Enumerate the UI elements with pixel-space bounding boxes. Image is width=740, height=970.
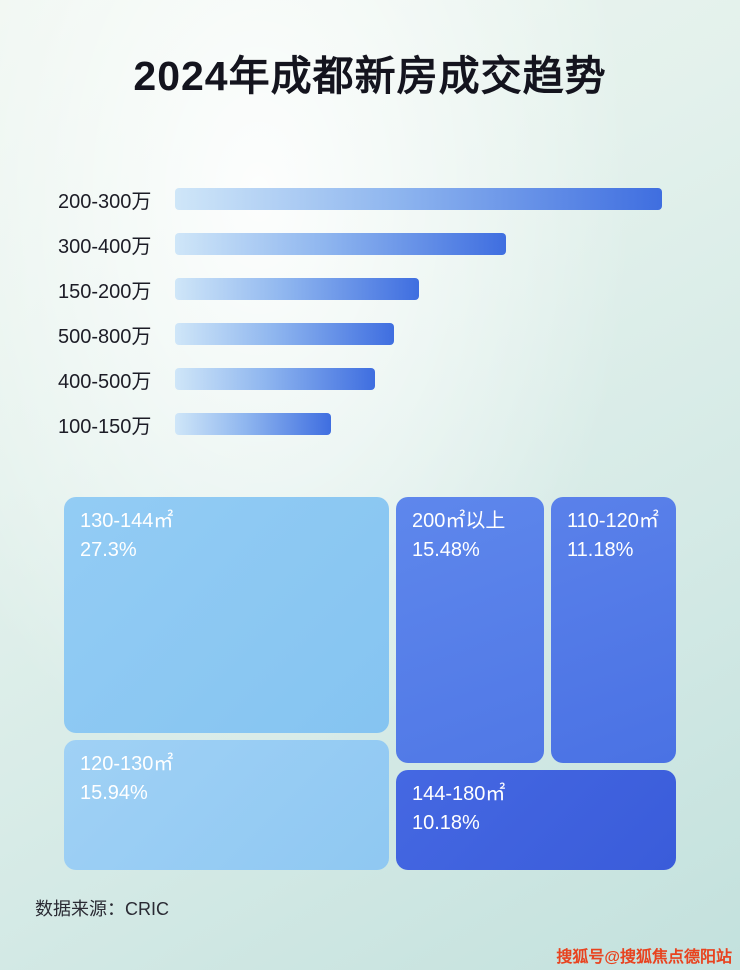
bar-track	[175, 413, 662, 435]
treemap-label: 144-180㎡	[412, 783, 506, 805]
treemap-percent: 27.3%	[80, 539, 137, 561]
treemap-percent: 15.94%	[80, 782, 148, 804]
page-title: 2024年成都新房成交趋势	[133, 53, 607, 99]
treemap-label: 110-120㎡	[567, 510, 659, 532]
bar-label: 500-800万	[58, 325, 152, 348]
bar-label: 400-500万	[58, 370, 152, 393]
bar-label: 300-400万	[58, 235, 152, 258]
bar-fill	[175, 413, 331, 435]
bar-track	[175, 323, 662, 345]
bar-fill	[175, 233, 507, 255]
bar-fill	[175, 278, 419, 300]
treemap-percent: 11.18%	[567, 539, 634, 561]
bar-label: 150-200万	[58, 280, 152, 303]
bar-track	[175, 188, 662, 210]
bar-row: 400-500万	[58, 368, 662, 393]
bar-row: 300-400万	[58, 233, 662, 258]
bar-label: 100-150万	[58, 415, 152, 438]
treemap-percent: 15.48%	[412, 539, 480, 561]
bar-track	[175, 368, 662, 390]
treemap-block-130-144: 130-144㎡ 27.3%	[64, 497, 389, 733]
data-source-text: 数据来源：CRIC	[35, 899, 169, 919]
bar-row: 500-800万	[58, 323, 662, 348]
treemap-label: 200㎡以上	[412, 510, 506, 532]
treemap-label: 130-144㎡	[80, 510, 174, 532]
bar-fill	[175, 188, 662, 210]
treemap-block-110-120: 110-120㎡ 11.18%	[551, 497, 676, 763]
bar-row: 200-300万	[58, 188, 662, 213]
bar-track	[175, 278, 662, 300]
bar-track	[175, 233, 662, 255]
price-range-bar-chart: 200-300万 300-400万 150-200万 500-800万 400-	[58, 188, 662, 458]
treemap-block-144-180: 144-180㎡ 10.18%	[396, 770, 676, 870]
bar-fill	[175, 323, 395, 345]
treemap-percent: 10.18%	[412, 812, 480, 834]
treemap-block-120-130: 120-130㎡ 15.94%	[64, 740, 389, 870]
bar-row: 150-200万	[58, 278, 662, 303]
treemap-block-200-plus: 200㎡以上 15.48%	[396, 497, 544, 763]
watermark-text: 搜狐号@搜狐焦点德阳站	[556, 949, 732, 966]
area-size-treemap: 130-144㎡ 27.3% 120-130㎡ 15.94% 200㎡以上 15…	[64, 497, 676, 870]
bar-fill	[175, 368, 375, 390]
bar-row: 100-150万	[58, 413, 662, 438]
treemap-label: 120-130㎡	[80, 753, 174, 775]
bar-label: 200-300万	[58, 190, 152, 213]
